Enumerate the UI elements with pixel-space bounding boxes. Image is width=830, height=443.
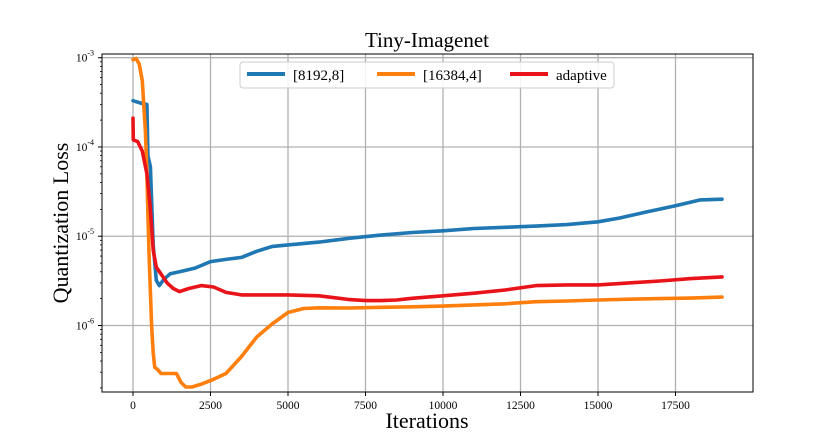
y-tick-base: 10 bbox=[76, 321, 88, 333]
x-tick-label: 15000 bbox=[584, 400, 613, 412]
legend-label-8192-8: [8192,8] bbox=[293, 68, 344, 84]
x-tick-label: 17500 bbox=[661, 400, 690, 412]
legend: [8192,8] [16384,4] adaptive bbox=[239, 61, 615, 89]
plot-area bbox=[102, 54, 753, 392]
legend-label-16384-4: [16384,4] bbox=[423, 68, 482, 84]
y-tick-base: 10 bbox=[76, 53, 88, 65]
y-tick-base: 10 bbox=[76, 231, 88, 243]
series-line-16384-4 bbox=[131, 56, 724, 389]
y-tick-label: 10-4 bbox=[76, 138, 94, 154]
series-lines bbox=[131, 56, 724, 389]
x-tick-label: 12500 bbox=[506, 400, 535, 412]
legend-box bbox=[239, 61, 615, 89]
x-axis-ticks: 0 2500 5000 7500 10000 12500 15000 17500 bbox=[130, 392, 690, 412]
y-tick-exponent: -3 bbox=[87, 49, 94, 58]
x-tick-label: 5000 bbox=[277, 400, 300, 412]
legend-label-adaptive: adaptive bbox=[556, 68, 607, 84]
y-tick-exponent: -4 bbox=[87, 138, 94, 147]
y-axis-ticks: 10-610-510-410-3 bbox=[76, 49, 102, 389]
x-axis-label: Iterations bbox=[385, 408, 468, 433]
y-tick-base: 10 bbox=[76, 142, 88, 154]
y-tick-exponent: -6 bbox=[87, 317, 94, 326]
x-tick-label: 2500 bbox=[199, 400, 222, 412]
x-tick-label: 7500 bbox=[354, 400, 377, 412]
x-tick-label: 10000 bbox=[429, 400, 458, 412]
grid bbox=[102, 54, 753, 392]
y-tick-label: 10-6 bbox=[76, 317, 94, 333]
chart-title: Tiny-Imagenet bbox=[365, 28, 489, 52]
y-tick-label: 10-3 bbox=[76, 49, 94, 65]
x-tick-label: 0 bbox=[130, 400, 136, 412]
y-axis-label: Quantization Loss bbox=[48, 143, 73, 304]
y-tick-label: 10-5 bbox=[76, 227, 94, 243]
series-line-adaptive bbox=[131, 116, 724, 303]
plot-frame bbox=[101, 53, 754, 393]
y-tick-exponent: -5 bbox=[87, 227, 94, 236]
